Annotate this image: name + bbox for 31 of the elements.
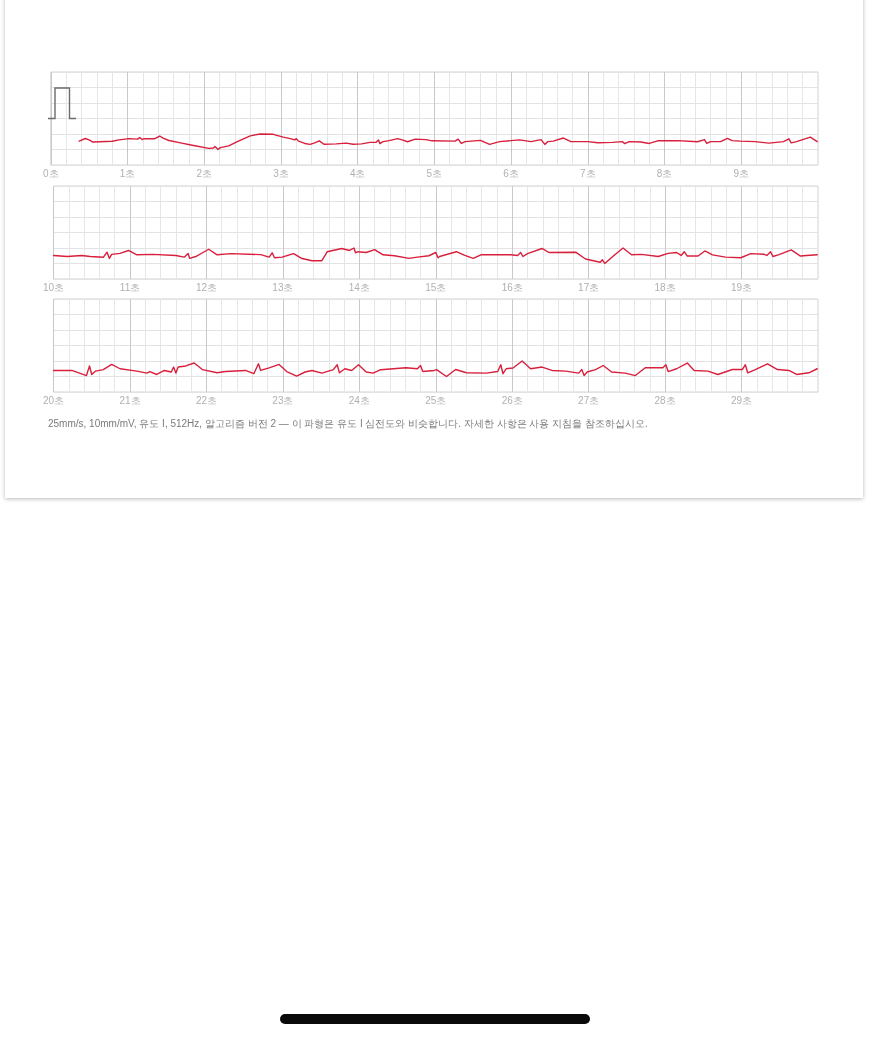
x-tick-label: 22초 (195, 394, 218, 406)
x-tick-label: 7초 (580, 167, 596, 179)
x-tick-label: 21초 (119, 394, 141, 406)
x-tick-label: 14초 (348, 281, 370, 293)
x-tick-label: 8초 (656, 167, 673, 179)
x-tick-label: 1초 (119, 167, 136, 179)
x-tick-label: 27초 (578, 394, 600, 406)
x-tick-label: 28초 (654, 394, 676, 406)
x-tick-label: 19초 (730, 281, 753, 293)
x-tick-label: 12초 (195, 281, 218, 293)
x-tick-label: 18초 (654, 281, 676, 293)
x-tick-label: 23초 (272, 394, 294, 406)
x-tick-label: 9초 (733, 167, 750, 179)
x-tick-label: 0초 (43, 167, 59, 179)
x-tick-label: 26초 (501, 394, 523, 406)
x-tick-label: 4초 (349, 167, 366, 179)
x-tick-label: 15초 (425, 281, 447, 293)
x-tick-label: 10초 (43, 281, 65, 293)
x-tick-label: 6초 (503, 167, 519, 179)
x-tick-label: 16초 (501, 281, 523, 293)
text: 25mm/s, 10mm/mV, 유도 I, 512Hz, 알고리즘 버전 2 — 이 파형은 유도 I 심전도와 비슷합니다. 자세한 사항은 사용 지침을 참조하십시오. (48, 417, 648, 431)
x-tick-label: 5초 (426, 167, 443, 179)
x-tick-label: 2초 (196, 167, 213, 179)
x-tick-label: 11초 (119, 281, 141, 293)
x-tick-label: 29초 (730, 394, 753, 406)
x-tick-label: 17초 (578, 281, 600, 293)
x-tick-label: 25초 (425, 394, 447, 406)
x-tick-label: 24초 (348, 394, 370, 406)
x-tick-label: 3초 (273, 167, 289, 179)
x-tick-label: 20초 (43, 394, 65, 406)
x-tick-label: 13초 (272, 281, 294, 293)
